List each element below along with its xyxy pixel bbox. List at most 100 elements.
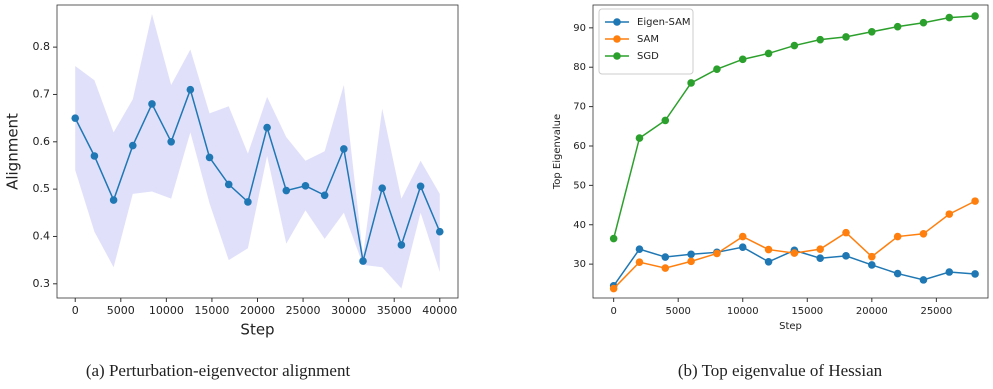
data-point <box>205 153 214 162</box>
y-tick-label: 0.5 <box>33 182 51 195</box>
x-tick-label: 15000 <box>791 306 823 317</box>
x-tick-label: 10000 <box>149 304 184 317</box>
y-tick-label: 0.3 <box>33 277 51 290</box>
x-tick-label: 0 <box>610 306 616 317</box>
data-point <box>378 184 387 192</box>
x-tick-label: 10000 <box>727 306 759 317</box>
data-point <box>661 253 670 261</box>
data-point <box>687 79 695 87</box>
data-point <box>359 257 367 265</box>
data-point <box>816 245 824 253</box>
data-point <box>764 49 773 58</box>
data-point <box>90 152 99 160</box>
plot-frame <box>592 4 989 299</box>
data-point <box>738 232 747 241</box>
x-axis-label: Step <box>240 321 274 339</box>
data-point <box>971 12 979 20</box>
legend-label: Eigen-SAM <box>637 17 691 28</box>
data-point <box>790 249 799 257</box>
data-point <box>713 249 721 258</box>
data-point <box>919 18 928 27</box>
data-point <box>661 264 670 272</box>
data-point <box>301 182 310 190</box>
data-point <box>971 197 979 205</box>
y-tick-label: 70 <box>573 102 586 113</box>
data-point <box>893 22 902 31</box>
data-point <box>919 276 928 284</box>
legend-marker <box>613 35 621 43</box>
data-point <box>71 114 80 122</box>
caption: (b) Top eigenvalue of Hessian <box>678 361 883 380</box>
y-tick-label: 0.4 <box>33 229 51 242</box>
x-tick-label: 30000 <box>331 304 366 317</box>
data-point <box>842 252 850 260</box>
data-point <box>635 258 644 266</box>
data-point <box>687 250 695 259</box>
data-point <box>609 284 618 293</box>
y-axis-label: Top Eigenvalue <box>552 114 563 190</box>
x-tick-label: 20000 <box>856 306 888 317</box>
data-point <box>816 254 824 263</box>
data-point <box>738 243 747 251</box>
legend-label: SAM <box>637 34 659 45</box>
data-point <box>340 145 348 153</box>
data-point <box>661 116 670 125</box>
data-point <box>635 134 644 142</box>
data-point <box>435 227 444 236</box>
data-point <box>816 35 824 44</box>
legend-box <box>598 8 694 75</box>
data-point <box>687 257 695 266</box>
legend-marker <box>613 18 621 26</box>
data-point <box>609 234 618 243</box>
legend-label: SGD <box>637 51 659 62</box>
data-point <box>842 33 850 41</box>
x-tick-label: 5000 <box>107 304 135 317</box>
data-point <box>416 182 425 191</box>
data-point <box>263 123 271 132</box>
y-tick-label: 30 <box>573 259 586 270</box>
x-tick-label: 25000 <box>286 304 321 317</box>
data-point <box>635 245 644 253</box>
data-point <box>148 100 156 108</box>
x-tick-label: 20000 <box>240 304 275 317</box>
legend-marker <box>613 52 621 60</box>
data-point <box>868 252 876 261</box>
y-tick-label: 60 <box>573 141 586 152</box>
data-point <box>842 228 850 237</box>
data-point <box>945 210 954 218</box>
confidence-band <box>75 13 440 289</box>
series-line <box>613 200 976 290</box>
data-point <box>764 257 773 266</box>
caption: (a) Perturbation-eigenvector alignment <box>86 361 351 380</box>
data-point <box>244 198 252 206</box>
data-point <box>971 270 979 278</box>
data-point <box>109 196 118 204</box>
y-tick-label: 90 <box>573 23 586 34</box>
x-tick-label: 25000 <box>920 306 952 317</box>
data-point <box>282 186 291 195</box>
y-tick-label: 0.6 <box>33 135 51 148</box>
x-tick-label: 0 <box>72 304 79 317</box>
y-tick-label: 50 <box>573 180 586 191</box>
x-tick-label: 5000 <box>665 306 690 317</box>
y-tick-label: 0.7 <box>33 87 51 100</box>
data-point <box>945 13 954 22</box>
data-point <box>790 41 799 50</box>
data-point <box>397 241 406 249</box>
x-tick-label: 35000 <box>377 304 412 317</box>
data-point <box>738 55 747 64</box>
x-tick-label: 40000 <box>422 304 457 317</box>
y-tick-label: 80 <box>573 62 586 73</box>
data-point <box>713 65 721 73</box>
data-point <box>128 141 137 150</box>
data-point <box>919 230 928 238</box>
data-point <box>868 261 876 269</box>
data-point <box>868 27 876 36</box>
data-point <box>945 268 954 276</box>
data-point <box>320 191 329 200</box>
data-point <box>893 232 902 241</box>
y-axis-label: Alignment <box>4 113 22 190</box>
data-point <box>186 85 195 94</box>
y-tick-label: 40 <box>573 220 586 231</box>
